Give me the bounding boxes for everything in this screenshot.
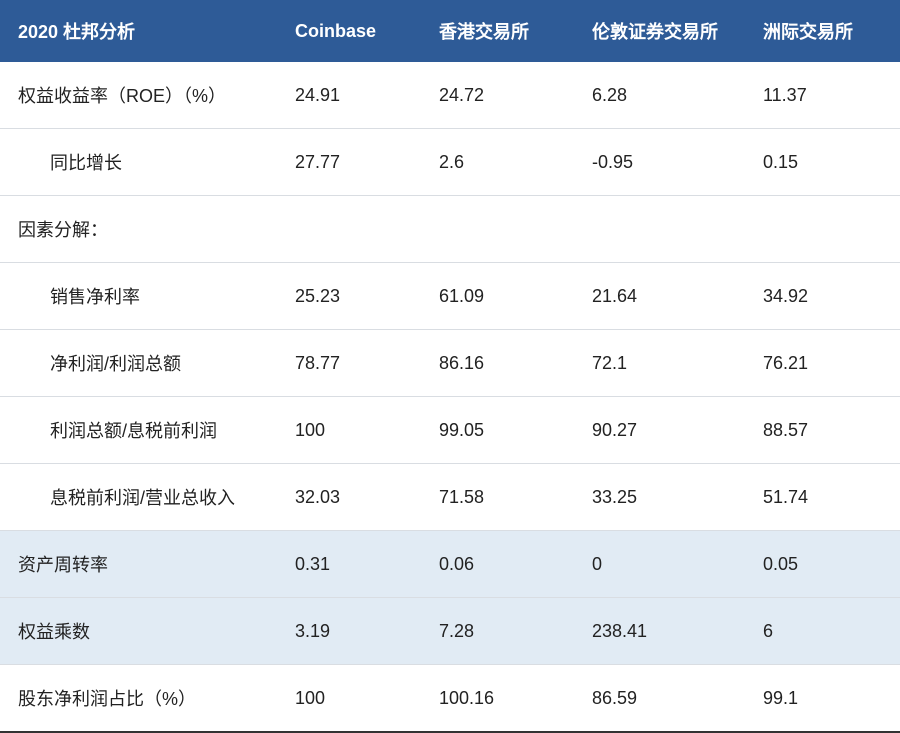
table-row: 权益乘数3.197.28238.416 [0, 598, 900, 665]
row-value: 2.6 [423, 129, 576, 196]
table-row: 资产周转率0.310.0600.05 [0, 531, 900, 598]
row-value: 0.06 [423, 531, 576, 598]
row-value: 25.23 [279, 263, 423, 330]
row-label: 同比增长 [0, 129, 279, 196]
row-value [279, 196, 423, 263]
row-label: 销售净利率 [0, 263, 279, 330]
row-value: 100.16 [423, 665, 576, 733]
row-value: 72.1 [576, 330, 747, 397]
table-body: 权益收益率（ROE）（%）24.9124.726.2811.37同比增长27.7… [0, 62, 900, 732]
row-value: 24.72 [423, 62, 576, 129]
table-row: 销售净利率25.2361.0921.6434.92 [0, 263, 900, 330]
row-value: 61.09 [423, 263, 576, 330]
row-value: 0.05 [747, 531, 900, 598]
row-label: 权益乘数 [0, 598, 279, 665]
table-row: 净利润/利润总额78.7786.1672.176.21 [0, 330, 900, 397]
row-value: 100 [279, 665, 423, 733]
table-row: 同比增长27.772.6-0.950.15 [0, 129, 900, 196]
row-value: 24.91 [279, 62, 423, 129]
row-label: 权益收益率（ROE）（%） [0, 62, 279, 129]
row-value: 27.77 [279, 129, 423, 196]
row-value: 34.92 [747, 263, 900, 330]
row-value: 0.31 [279, 531, 423, 598]
dupont-analysis-table: 2020 杜邦分析 Coinbase 香港交易所 伦敦证券交易所 洲际交易所 权… [0, 0, 900, 733]
row-value: 99.1 [747, 665, 900, 733]
row-value: 100 [279, 397, 423, 464]
row-label: 股东净利润占比（%） [0, 665, 279, 733]
row-value: 6 [747, 598, 900, 665]
row-value: 86.59 [576, 665, 747, 733]
row-value: 0 [576, 531, 747, 598]
row-value [423, 196, 576, 263]
row-value: 71.58 [423, 464, 576, 531]
row-label: 净利润/利润总额 [0, 330, 279, 397]
header-col-lse: 伦敦证券交易所 [576, 0, 747, 62]
row-value: 88.57 [747, 397, 900, 464]
table-row: 权益收益率（ROE）（%）24.9124.726.2811.37 [0, 62, 900, 129]
row-value: 90.27 [576, 397, 747, 464]
row-value: 33.25 [576, 464, 747, 531]
header-title: 2020 杜邦分析 [0, 0, 279, 62]
header-col-coinbase: Coinbase [279, 0, 423, 62]
row-value: 78.77 [279, 330, 423, 397]
row-label: 资产周转率 [0, 531, 279, 598]
row-value: 51.74 [747, 464, 900, 531]
row-value: 3.19 [279, 598, 423, 665]
table-row: 息税前利润/营业总收入32.0371.5833.2551.74 [0, 464, 900, 531]
row-value [747, 196, 900, 263]
row-value: 21.64 [576, 263, 747, 330]
row-label: 利润总额/息税前利润 [0, 397, 279, 464]
row-value: 6.28 [576, 62, 747, 129]
header-col-ice: 洲际交易所 [747, 0, 900, 62]
row-value: 0.15 [747, 129, 900, 196]
table-header-row: 2020 杜邦分析 Coinbase 香港交易所 伦敦证券交易所 洲际交易所 [0, 0, 900, 62]
row-label: 因素分解： [0, 196, 279, 263]
row-value: 76.21 [747, 330, 900, 397]
header-col-hkex: 香港交易所 [423, 0, 576, 62]
row-value [576, 196, 747, 263]
row-value: -0.95 [576, 129, 747, 196]
table-row: 股东净利润占比（%）100100.1686.5999.1 [0, 665, 900, 733]
table-row: 因素分解： [0, 196, 900, 263]
row-value: 86.16 [423, 330, 576, 397]
row-value: 7.28 [423, 598, 576, 665]
row-label: 息税前利润/营业总收入 [0, 464, 279, 531]
table-row: 利润总额/息税前利润10099.0590.2788.57 [0, 397, 900, 464]
row-value: 238.41 [576, 598, 747, 665]
row-value: 99.05 [423, 397, 576, 464]
row-value: 11.37 [747, 62, 900, 129]
row-value: 32.03 [279, 464, 423, 531]
